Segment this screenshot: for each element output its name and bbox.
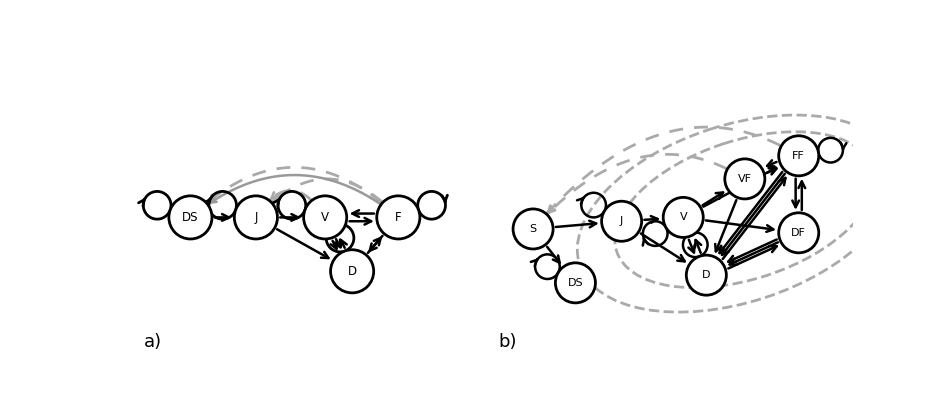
- Circle shape: [304, 196, 347, 239]
- Text: DS: DS: [567, 278, 583, 288]
- Circle shape: [556, 263, 596, 303]
- Circle shape: [686, 255, 727, 295]
- Text: VF: VF: [738, 174, 751, 184]
- Circle shape: [235, 196, 277, 239]
- Circle shape: [725, 159, 765, 199]
- Text: J: J: [620, 216, 623, 226]
- Text: D: D: [348, 265, 356, 278]
- Text: D: D: [702, 270, 711, 280]
- Text: V: V: [679, 212, 687, 222]
- Text: F: F: [395, 211, 402, 224]
- Circle shape: [601, 201, 641, 241]
- Text: b): b): [499, 333, 517, 351]
- Text: J: J: [255, 211, 257, 224]
- Circle shape: [331, 250, 373, 293]
- Circle shape: [663, 197, 703, 238]
- Text: V: V: [321, 211, 330, 224]
- Circle shape: [513, 209, 553, 249]
- Text: a): a): [144, 333, 162, 351]
- Circle shape: [169, 196, 212, 239]
- Circle shape: [779, 136, 819, 176]
- Circle shape: [377, 196, 420, 239]
- Text: S: S: [529, 224, 537, 234]
- Circle shape: [779, 213, 819, 253]
- Text: DF: DF: [791, 228, 807, 238]
- Text: DS: DS: [182, 211, 199, 224]
- Text: FF: FF: [792, 151, 805, 161]
